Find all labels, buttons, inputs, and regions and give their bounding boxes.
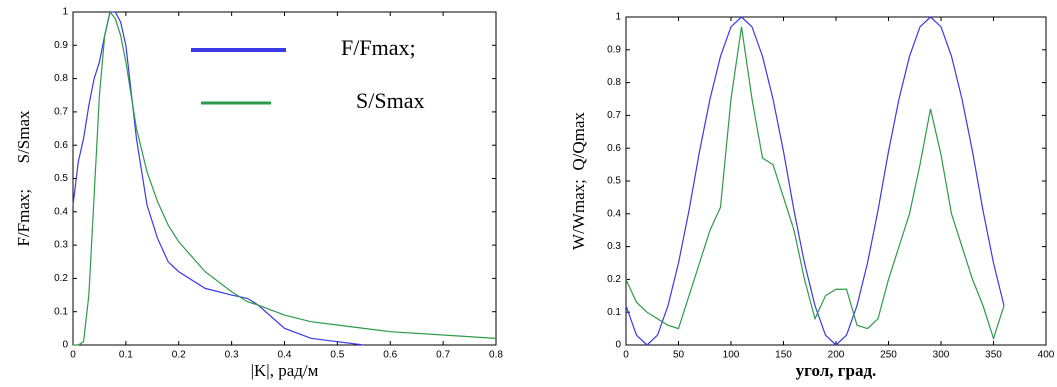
legend-label: F/Fmax; [341,35,416,60]
x-tick-label: 0.3 [225,350,239,361]
plot-area [625,16,1047,346]
x-tick-label: 100 [723,350,740,361]
y-tick-label: 1 [62,7,68,18]
y-tick-label: 0.1 [54,306,68,317]
y-tick-label: 0.5 [607,176,621,187]
y-axis-label: W/Wmax; Q/Qmax [569,112,588,250]
y-tick-label: 0.1 [607,307,621,318]
y-tick-label: 0.7 [607,110,621,121]
x-tick-label: 0.8 [489,350,503,361]
y-tick-label: 0.5 [54,173,68,184]
y-tick-label: 0.9 [607,44,621,55]
y-tick-label: 0.3 [607,241,621,252]
y-tick-label: 0.3 [54,240,68,251]
x-tick-label: 0 [623,350,629,361]
y-tick-label: 0.7 [54,107,68,118]
x-tick-label: 250 [880,350,897,361]
y-tick-label: 0 [615,340,621,351]
plot-area [72,11,497,346]
x-tick-label: 300 [933,350,950,361]
x-axis-label: угол, град. [796,361,877,380]
y-tick-label: 0.6 [54,140,68,151]
x-tick-label: 0.5 [330,350,344,361]
x-tick-label: 50 [673,350,685,361]
y-axis-label: F/Fmax; S/Smax [14,110,33,247]
y-tick-label: 0.6 [607,143,621,154]
series-line [625,26,1005,341]
x-tick-label: 0.7 [436,350,450,361]
y-tick-label: 1 [615,12,621,23]
series-line [625,16,1005,346]
y-tick-label: 0.8 [607,77,621,88]
x-tick-label: 0 [70,350,76,361]
series-line [72,11,364,346]
y-tick-label: 0.2 [54,273,68,284]
x-tick-label: 0.2 [172,350,186,361]
x-axis-label: |K|, рад/м [251,361,319,380]
y-tick-label: 0.4 [54,206,68,217]
x-tick-label: 200 [828,350,845,361]
y-tick-label: 0 [62,340,68,351]
x-tick-label: 0.4 [278,350,292,361]
y-tick-label: 0.8 [54,73,68,84]
series-line [73,10,497,346]
x-tick-label: 0.6 [383,350,397,361]
y-tick-label: 0.9 [54,40,68,51]
x-tick-label: 0.1 [119,350,133,361]
x-tick-label: 400 [1038,350,1055,361]
legend-label: S/Smax [356,88,424,113]
y-tick-label: 0.2 [607,274,621,285]
x-tick-label: 150 [775,350,792,361]
y-tick-label: 0.4 [607,208,621,219]
x-tick-label: 350 [985,350,1002,361]
